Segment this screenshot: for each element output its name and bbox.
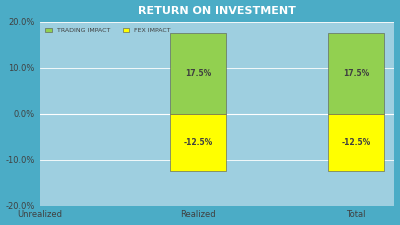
Bar bbox=[170, 114, 226, 171]
Text: -12.5%: -12.5% bbox=[183, 138, 212, 147]
Bar bbox=[170, 33, 226, 114]
Bar bbox=[328, 33, 384, 114]
Legend: TRADING IMPACT, FEX IMPACT: TRADING IMPACT, FEX IMPACT bbox=[43, 25, 173, 36]
Text: 17.5%: 17.5% bbox=[185, 69, 211, 78]
Bar bbox=[328, 114, 384, 171]
Text: -12.5%: -12.5% bbox=[342, 138, 371, 147]
Title: RETURN ON INVESTMENT: RETURN ON INVESTMENT bbox=[138, 6, 296, 16]
Text: 17.5%: 17.5% bbox=[343, 69, 369, 78]
